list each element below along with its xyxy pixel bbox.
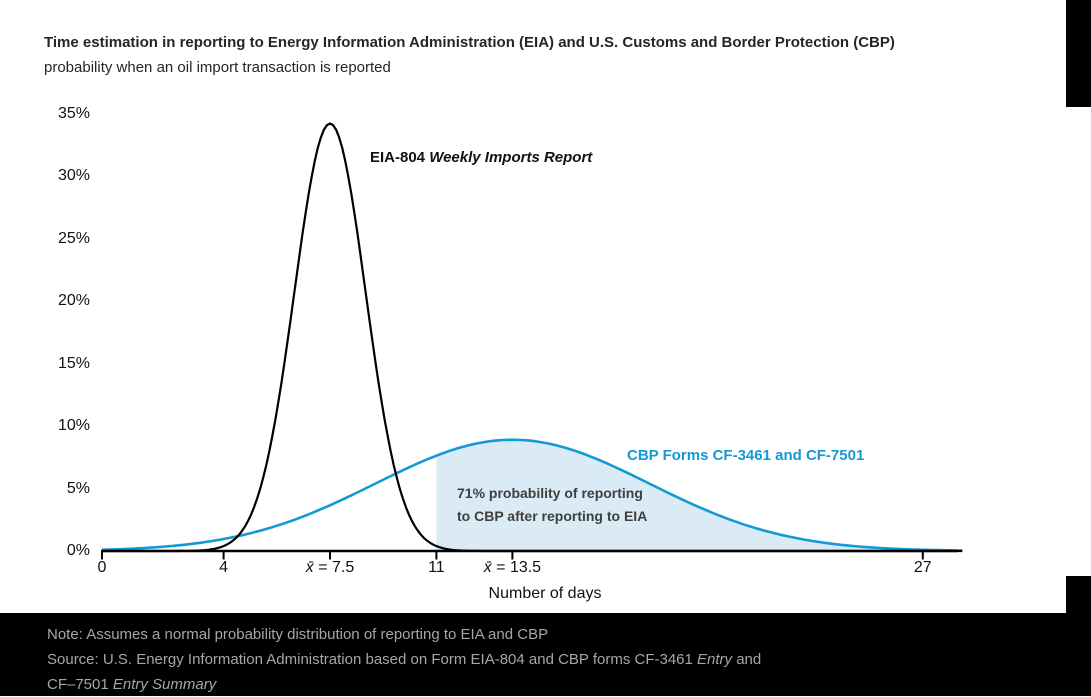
- cbp-curve: [101, 438, 963, 552]
- annotation-line-2: to CBP after reporting to EIA: [457, 508, 648, 524]
- y-tick-label: 10%: [57, 417, 90, 434]
- annotation-line-1: 71% probability of reporting: [457, 485, 643, 501]
- x-tick-label: x̄ = 13.5: [483, 559, 542, 576]
- eia-series-label-plain: EIA-804: [370, 149, 430, 166]
- footer-bar: Note: Assumes a normal probability distr…: [0, 613, 1091, 696]
- footer-source-line2-text: CF–7501: [47, 676, 113, 693]
- y-tick-label: 25%: [57, 229, 90, 247]
- x-tick-label: 0: [97, 559, 107, 576]
- y-tick-label: 5%: [66, 479, 90, 497]
- y-tick-label: 0%: [66, 542, 90, 559]
- x-tick-label: x̄ = 7.5: [305, 559, 355, 576]
- shaded-area-annotation: 71% probability of reporting to CBP afte…: [457, 482, 647, 528]
- y-tick-label: 35%: [57, 104, 90, 122]
- x-tick-label: 27: [913, 559, 932, 576]
- footer-source-italic: Entry: [697, 651, 733, 668]
- footer-source-line-2: CF–7501 Entry Summary: [47, 672, 1091, 697]
- shaded-area: [436, 439, 963, 551]
- y-tick-label: 20%: [57, 292, 90, 309]
- x-axis-title: Number of days: [488, 585, 602, 602]
- x-tick-label: 4: [219, 559, 229, 576]
- y-tick-label: 30%: [57, 167, 90, 184]
- top-right-black-bar: [1066, 0, 1091, 107]
- chart-subtitle: probability when an oil import transacti…: [44, 59, 391, 76]
- footer-note: Note: Assumes a normal probability distr…: [47, 626, 549, 643]
- footer-source-line-1: Source: U.S. Energy Information Administ…: [47, 647, 1091, 672]
- y-tick-label: 15%: [57, 354, 90, 372]
- eia-series-label-italic: Weekly Imports Report: [429, 149, 593, 166]
- cbp-series-label: CBP Forms CF-3461 and CF-7501: [627, 447, 865, 464]
- eia-series-label: EIA-804 Weekly Imports Report: [370, 149, 592, 166]
- x-tick-label: 11: [428, 559, 445, 576]
- chart-header: Time estimation in reporting to Energy I…: [44, 30, 1044, 80]
- x-axis-tick-marks: [101, 551, 924, 560]
- chart-title: Time estimation in reporting to Energy I…: [44, 34, 895, 51]
- footer-source-line2-italic: Entry Summary: [112, 676, 217, 693]
- footer-source-text-end: and: [732, 651, 762, 668]
- footer-source-text: Source: U.S. Energy Information Administ…: [47, 651, 698, 668]
